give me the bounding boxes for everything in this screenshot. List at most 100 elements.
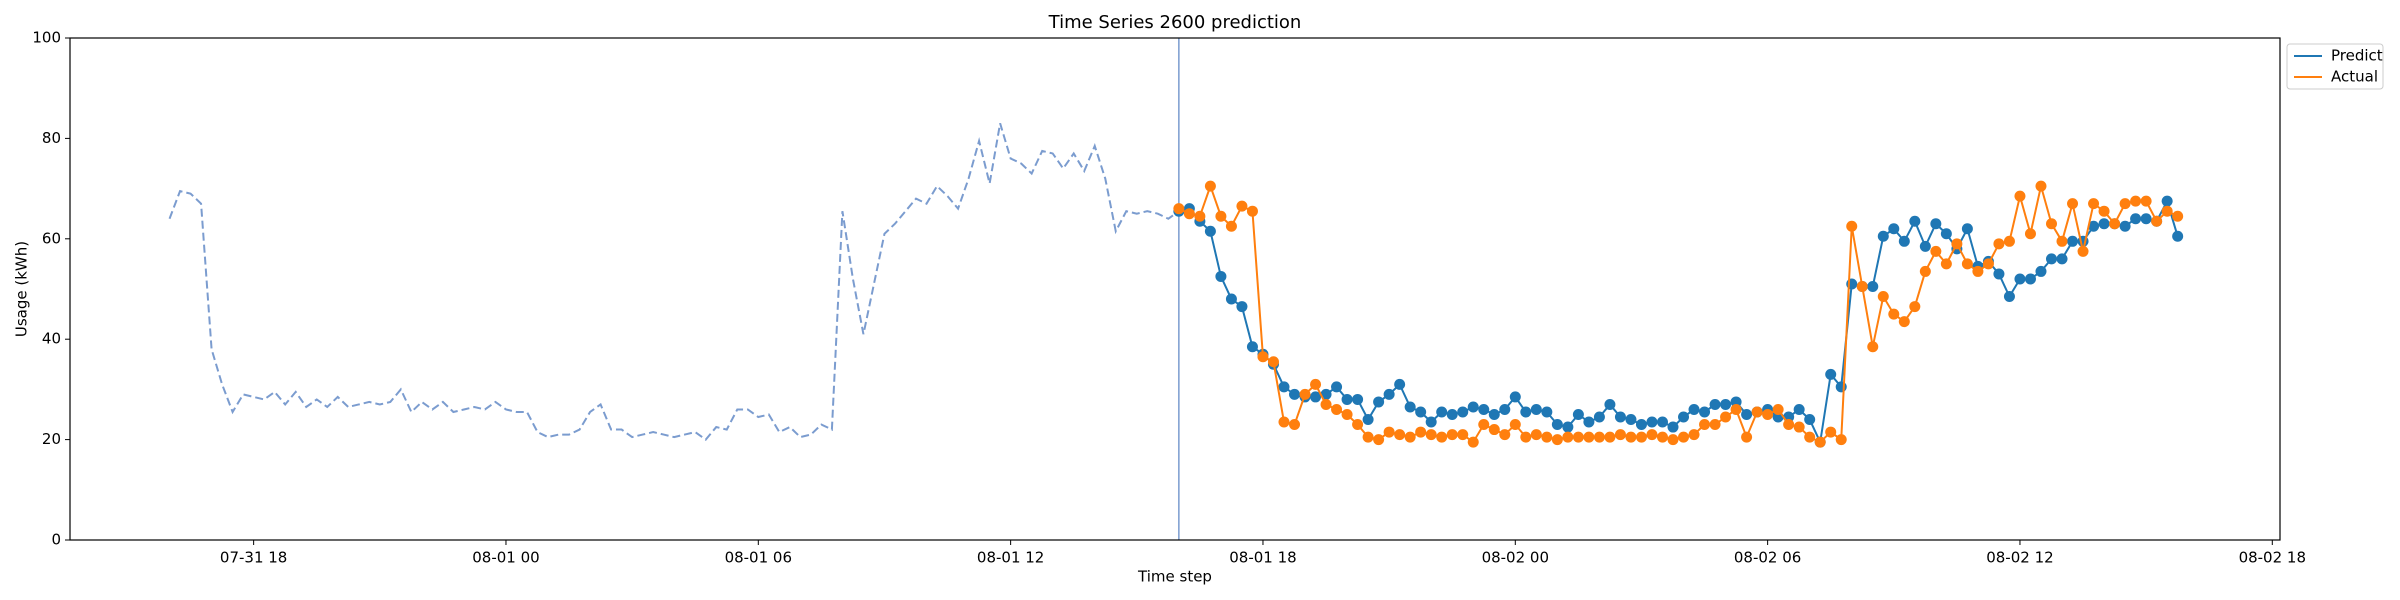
- series-line-marker: [1646, 416, 1658, 428]
- series-line-marker: [1457, 429, 1469, 441]
- series-line-marker: [1562, 431, 1574, 443]
- series-line-marker: [1614, 411, 1626, 423]
- series-line-marker: [1236, 301, 1248, 313]
- series-line-marker: [1804, 431, 1816, 443]
- y-tick-label: 80: [42, 129, 61, 147]
- series-line-marker: [1541, 406, 1553, 418]
- series-line-marker: [1478, 419, 1490, 431]
- series-line-marker: [1383, 426, 1395, 438]
- series-line-marker: [1352, 393, 1364, 405]
- series-line-marker: [1562, 421, 1574, 433]
- series-line-marker: [1499, 403, 1511, 415]
- series-line-marker: [1225, 293, 1237, 305]
- series-line-marker: [1783, 419, 1795, 431]
- series-line-marker: [1352, 419, 1364, 431]
- series-line-marker: [1625, 431, 1637, 443]
- legend-label: Actual: [2331, 68, 2378, 86]
- series-line-marker: [1730, 396, 1742, 408]
- series-line-marker: [1246, 341, 1258, 353]
- chart-title: Time Series 2600 prediction: [1048, 12, 1302, 33]
- series-line-marker: [1551, 434, 1563, 446]
- series-line-marker: [1825, 426, 1837, 438]
- series-line-marker: [2056, 235, 2068, 247]
- series-line-marker: [1425, 429, 1437, 441]
- series-line-marker: [1667, 434, 1679, 446]
- series-line-marker: [1341, 409, 1353, 420]
- series-line-marker: [1436, 431, 1448, 443]
- series-line-marker: [1614, 429, 1626, 441]
- series-line-marker: [1993, 238, 2005, 250]
- series-line-marker: [1961, 258, 1973, 270]
- series-line-marker: [1488, 424, 1500, 436]
- series-line-marker: [2088, 198, 2100, 210]
- x-tick-label: 08-01 06: [725, 549, 792, 567]
- series-line-marker: [1236, 200, 1248, 212]
- series-line-marker: [2024, 228, 2036, 240]
- series-line-marker: [2119, 220, 2131, 232]
- series-line-marker: [1467, 401, 1479, 413]
- series-line-marker: [1888, 223, 1900, 235]
- series-line-marker: [1625, 414, 1637, 426]
- series-line-marker: [1667, 421, 1679, 433]
- series-line-marker: [1183, 208, 1195, 220]
- series-line-marker: [1267, 356, 1279, 368]
- series-line-marker: [1541, 431, 1553, 443]
- series-line-marker: [2098, 205, 2110, 217]
- series-line-marker: [2024, 273, 2036, 285]
- series-line-marker: [2161, 205, 2173, 217]
- series-line-marker: [2119, 198, 2131, 210]
- series-line-marker: [1604, 398, 1616, 410]
- series-line-marker: [1415, 426, 1427, 438]
- series-line-marker: [1583, 431, 1595, 443]
- series-line-marker: [1299, 388, 1311, 400]
- series-line-marker: [1635, 431, 1647, 443]
- series-line-marker: [1478, 403, 1490, 415]
- series-line-marker: [1530, 403, 1542, 415]
- series-line-marker: [2098, 218, 2110, 230]
- series-line-marker: [1509, 419, 1521, 431]
- series-line-marker: [1583, 416, 1595, 428]
- x-tick-label: 08-02 18: [2239, 549, 2306, 567]
- series-line-marker: [1877, 230, 1889, 242]
- series-line-marker: [1383, 388, 1395, 400]
- legend-label: Predict: [2331, 47, 2383, 65]
- series-line-marker: [2067, 235, 2079, 247]
- series-line-marker: [1909, 301, 1921, 313]
- y-axis-label: Usage (kWh): [13, 241, 31, 337]
- y-tick-label: 100: [32, 29, 61, 47]
- series-line-marker: [2088, 220, 2100, 232]
- series-line-marker: [2151, 215, 2163, 227]
- series-line-marker: [1814, 436, 1826, 448]
- series-line-marker: [1436, 406, 1448, 418]
- series-line-marker: [2035, 265, 2047, 277]
- series-line-marker: [1699, 419, 1711, 431]
- series-line-marker: [1520, 431, 1532, 443]
- series-line-marker: [1751, 406, 1763, 418]
- series-line-marker: [1804, 414, 1816, 426]
- series-line-marker: [1488, 409, 1500, 420]
- series-line-marker: [2077, 245, 2089, 257]
- series-line-marker: [1225, 220, 1237, 232]
- series-line-marker: [2035, 180, 2047, 192]
- series-line-marker: [1404, 431, 1416, 443]
- series-line-marker: [1699, 406, 1711, 418]
- series-line-marker: [2046, 218, 2058, 230]
- series-line-marker: [1341, 393, 1353, 405]
- series-line-marker: [1572, 409, 1584, 420]
- series-line-marker: [1940, 228, 1952, 240]
- series-line-marker: [1741, 409, 1753, 420]
- series-line-marker: [1835, 381, 1847, 393]
- series-line-marker: [1467, 436, 1479, 448]
- series-line-marker: [1362, 431, 1374, 443]
- series-line-marker: [1572, 431, 1584, 443]
- series-line-marker: [1898, 316, 1910, 328]
- series-line-marker: [1930, 245, 1942, 257]
- series-line-marker: [1867, 341, 1879, 353]
- series-line-marker: [1425, 416, 1437, 428]
- series-line-marker: [1762, 409, 1774, 420]
- series-line-marker: [1867, 280, 1879, 292]
- series-line-marker: [1678, 411, 1690, 423]
- series-line-marker: [1310, 391, 1322, 403]
